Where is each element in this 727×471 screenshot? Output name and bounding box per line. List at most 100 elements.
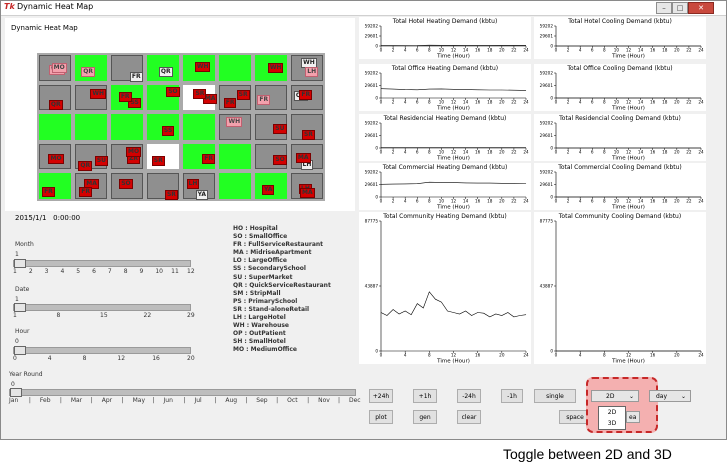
building-tag[interactable]: LH — [186, 178, 200, 189]
building-tag[interactable]: MA — [295, 153, 311, 164]
date-slider-value: 1 — [15, 296, 19, 303]
plot-button[interactable]: plot — [369, 410, 393, 424]
building-tag[interactable]: SO — [166, 86, 180, 97]
building-tag[interactable]: MO — [51, 63, 67, 74]
building-tag[interactable]: FR — [223, 97, 237, 108]
building-tag[interactable]: FR — [129, 72, 143, 83]
date-slider-thumb[interactable] — [14, 303, 26, 312]
demand-chart: Total Residencial Heating Demand (kbtu) 5… — [359, 114, 531, 161]
year-round-slider-thumb[interactable] — [10, 388, 22, 397]
map-block[interactable] — [219, 173, 251, 199]
x-tick-label: 8 — [603, 48, 606, 53]
building-tag[interactable]: SR — [164, 190, 178, 201]
map-block[interactable] — [219, 143, 251, 170]
month-slider[interactable] — [13, 260, 191, 267]
map-block[interactable] — [219, 114, 251, 140]
heat-map-canvas[interactable]: WHMOQRFRQRWHWHWHLHQRWHSSFRSOMASRFRSRFRQR… — [37, 53, 325, 201]
x-tick-label: 16 — [650, 199, 656, 204]
building-tag[interactable]: QR — [48, 99, 63, 110]
building-tag[interactable]: SS — [128, 98, 141, 109]
map-block[interactable] — [111, 173, 143, 199]
hour-slider-thumb[interactable] — [14, 346, 26, 355]
building-tag[interactable]: FR — [79, 186, 92, 197]
building-tag[interactable]: FR — [299, 90, 313, 101]
building-tag[interactable]: FR — [257, 94, 271, 105]
plus-1h-button[interactable]: +1h — [413, 389, 437, 403]
x-tick-label: 12 — [626, 353, 632, 358]
building-tag[interactable]: SS — [161, 126, 175, 137]
dropdown-option-2d[interactable]: 2D — [607, 409, 617, 416]
building-tag[interactable]: FR — [202, 153, 215, 164]
map-block[interactable] — [255, 173, 287, 199]
map-block[interactable] — [75, 114, 107, 140]
minus-1h-button[interactable]: -1h — [501, 389, 523, 403]
map-block[interactable] — [39, 114, 71, 140]
period-combobox[interactable]: day ⌄ — [649, 390, 691, 402]
building-tag[interactable]: SR — [151, 156, 165, 167]
building-tag[interactable]: WH — [90, 88, 106, 99]
x-tick-label: 4 — [579, 199, 582, 204]
x-tick-label: 16 — [650, 48, 656, 53]
building-tag[interactable]: SO — [119, 179, 133, 189]
building-tag[interactable]: WH — [226, 116, 243, 127]
building-tag[interactable]: FR — [42, 186, 55, 197]
space-mode-button[interactable]: space — [559, 410, 591, 424]
x-tick-label: 8 — [603, 150, 606, 155]
building-tag[interactable]: SR — [193, 88, 207, 99]
building-tag[interactable]: QR — [78, 160, 93, 171]
maximize-button[interactable]: □ — [672, 2, 688, 14]
dropdown-option-3d[interactable]: 3D — [607, 420, 617, 427]
building-tag[interactable]: SR — [236, 90, 250, 101]
map-block[interactable] — [183, 114, 215, 140]
building-tag[interactable]: MA — [202, 93, 218, 104]
view-mode-combobox[interactable]: 2D ⌄ — [591, 390, 639, 402]
y-tick-label: 0 — [550, 146, 553, 151]
building-type-legend: HO : Hospital SO : SmallOffice FR : FullSe… — [233, 225, 331, 355]
building-tag[interactable]: WH — [194, 62, 211, 73]
minus-24h-button[interactable]: -24h — [457, 389, 481, 403]
month-slider-thumb[interactable] — [14, 259, 26, 268]
slider-tick-label: May — [132, 397, 146, 404]
x-tick-label: 0 — [555, 199, 558, 204]
x-tick-label: 16 — [475, 353, 481, 358]
x-tick-label: 14 — [638, 150, 644, 155]
building-tag[interactable]: MA — [300, 188, 315, 199]
building-tag[interactable]: LH — [305, 67, 319, 78]
building-tag[interactable]: QR — [158, 67, 173, 78]
plus-24h-button[interactable]: +24h — [369, 389, 393, 403]
gen-button[interactable]: gen — [413, 410, 437, 424]
building-tag[interactable]: SU — [273, 124, 287, 135]
close-button[interactable]: ✕ — [688, 2, 714, 14]
map-block[interactable] — [111, 114, 143, 140]
x-tick-label: 8 — [428, 199, 431, 204]
building-tag[interactable]: MO — [48, 153, 64, 164]
building-tag[interactable]: WH — [267, 63, 284, 74]
y-tick-label: 29601 — [365, 182, 379, 187]
building-tag[interactable]: YA — [195, 190, 208, 201]
building-tag[interactable]: SO — [273, 155, 287, 166]
y-tick-label: 59202 — [540, 121, 554, 126]
map-block[interactable] — [219, 55, 251, 81]
building-tag[interactable]: QR — [81, 67, 95, 78]
building-tag[interactable]: SU — [94, 155, 109, 166]
view-mode-dropdown[interactable]: 2D 3D — [598, 406, 626, 430]
x-tick-label: 14 — [638, 100, 644, 105]
date-slider[interactable] — [13, 304, 191, 311]
minimize-button[interactable]: – — [656, 2, 672, 14]
x-tick-label: 24 — [698, 150, 704, 155]
map-block[interactable] — [183, 143, 215, 170]
slider-tick-label: 8 — [123, 268, 128, 275]
building-tag[interactable]: YA — [261, 184, 275, 195]
x-tick-label: 0 — [555, 48, 558, 53]
clear-button[interactable]: clear — [457, 410, 481, 424]
map-block[interactable] — [147, 173, 179, 199]
slider-tick-label: 20 — [187, 355, 195, 362]
building-tag[interactable]: MO — [125, 146, 142, 157]
building-tag[interactable]: FR — [118, 92, 132, 103]
chart-title: Total Hotel Heating Demand (kbtu) — [392, 18, 498, 25]
hour-slider[interactable] — [13, 347, 191, 354]
year-round-slider[interactable] — [9, 389, 356, 396]
single-mode-button[interactable]: single — [534, 389, 576, 403]
building-tag[interactable]: SR — [301, 130, 315, 141]
map-block[interactable] — [39, 143, 71, 170]
